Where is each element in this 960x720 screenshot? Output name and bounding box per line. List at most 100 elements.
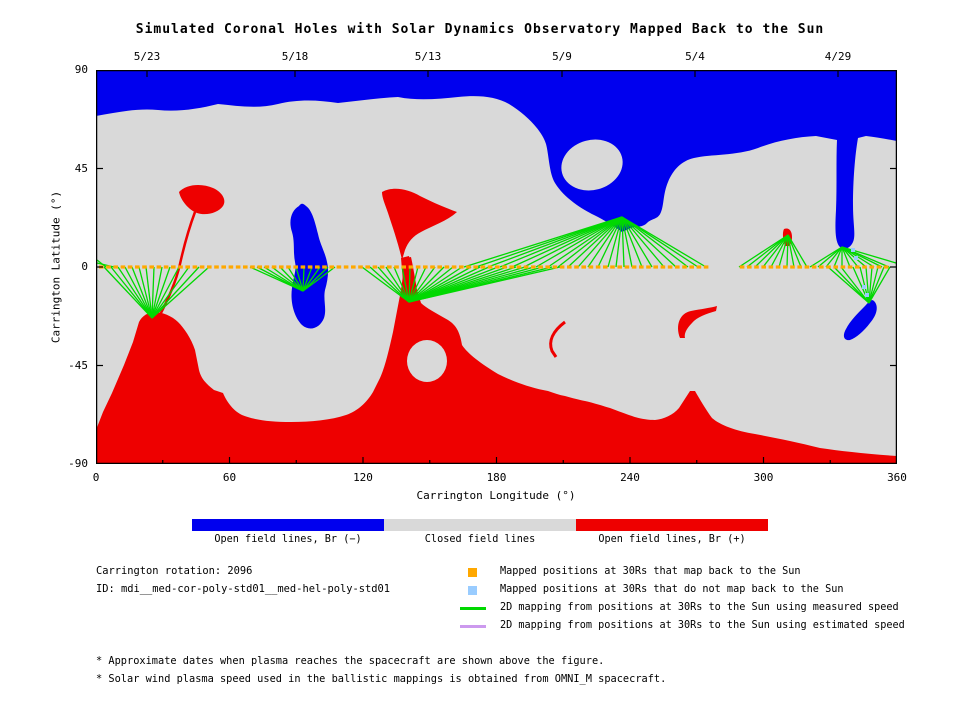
mapping-line [825, 246, 843, 268]
mapped-position-marker [588, 265, 594, 269]
mapped-position-marker [487, 265, 493, 269]
mapping-line [377, 266, 410, 303]
mapped-position-marker [343, 265, 349, 269]
mapping-line [787, 234, 808, 268]
mapping-line [868, 266, 885, 304]
mapped-position-marker [696, 265, 702, 269]
mapping-line [302, 266, 305, 292]
mapping-line [511, 216, 623, 268]
mapping-line [607, 216, 623, 268]
mapping-line [809, 246, 843, 268]
mapped-position-marker [883, 265, 889, 269]
mapped-position-marker [149, 265, 154, 269]
mapped-position-marker [127, 265, 133, 269]
mapped-position-marker [207, 265, 212, 269]
mapped-position-marker [372, 265, 378, 269]
y-tick-label: 0 [81, 260, 88, 273]
mapping-line [302, 266, 313, 292]
mapping-line [408, 266, 419, 303]
mapping-line [621, 216, 677, 268]
mapped-position-marker [156, 265, 162, 269]
red-triangle-region [382, 188, 457, 260]
red-tail-left [158, 211, 197, 316]
mapped-position-marker [257, 265, 262, 269]
unmapped-position-marker [862, 285, 866, 289]
mapping-line [778, 234, 789, 268]
mapped-position-marker [797, 265, 802, 269]
mapping-line [96, 262, 115, 268]
mapped-position-marker [495, 265, 500, 269]
mapping-line [841, 246, 890, 268]
mapping-line [841, 246, 851, 268]
mapped-position-marker [192, 265, 198, 269]
top-date-label: 5/9 [552, 50, 572, 63]
mapped-position-marker [365, 265, 370, 269]
mapping-line [408, 266, 472, 303]
mapping-line [487, 216, 623, 268]
mapping-line [621, 216, 699, 268]
mapped-position-marker [235, 265, 241, 269]
red-crescent [549, 320, 566, 358]
y-tick-label: -45 [68, 358, 88, 372]
mapped-position-marker [423, 265, 428, 269]
model-id-text: ID: mdi__med-cor-poly-std01__med-hel-pol… [96, 583, 391, 595]
mapped-position-marker [567, 265, 572, 269]
mapped-position-marker [430, 265, 435, 269]
mapping-line [840, 266, 870, 304]
mapped-position-marker [480, 265, 486, 269]
mapped-position-marker [185, 265, 190, 269]
blue-bean-right [843, 300, 877, 341]
mapping-line [597, 216, 623, 268]
unmapped-position-marker [851, 248, 855, 252]
x-tick-label: 180 [486, 471, 507, 484]
mapped-position-marker [682, 265, 687, 269]
mapped-position-marker [617, 265, 622, 269]
mapping-line [621, 216, 707, 268]
mapped-position-marker [768, 265, 774, 269]
top-date-label: 5/13 [414, 50, 442, 63]
mapped-position-marker [279, 265, 284, 269]
legend-square-swatch [468, 586, 477, 595]
top-date-label: 5/23 [133, 50, 161, 63]
mapped-position-marker [689, 265, 694, 269]
x-tick-label: 0 [92, 471, 100, 484]
red-comma-region [678, 306, 717, 338]
legend-label: 2D mapping from positions at 30Rs to the… [500, 602, 899, 613]
mapping-line [385, 266, 410, 303]
x-tick-label: 300 [753, 471, 774, 484]
x-axis-title: Carrington Longitude (°) [416, 489, 576, 502]
mapped-position-marker [307, 265, 313, 269]
mapping-line [145, 266, 153, 319]
mapping-line [827, 266, 870, 304]
mapping-line [302, 266, 321, 292]
closed-field-hole-in-red [407, 340, 447, 382]
top-date-label: 5/18 [281, 50, 309, 63]
open-field-positive-region [96, 257, 897, 464]
mapped-position-marker [451, 265, 457, 269]
x-tick-label: 360 [887, 471, 907, 484]
mapping-line [408, 266, 561, 303]
mapping-line [523, 216, 623, 268]
mapped-position-marker [250, 265, 255, 269]
mapped-position-marker [322, 265, 327, 269]
axis-ticks [96, 70, 897, 464]
mapped-position-marker [559, 265, 565, 269]
mapping-line [408, 266, 436, 303]
y-tick-label: -90 [68, 457, 88, 470]
mapping-line [833, 266, 870, 304]
mapped-position-marker [538, 265, 543, 269]
mapped-position-marker [163, 265, 169, 269]
mapped-position-marker [667, 265, 673, 269]
mapped-position-marker [293, 265, 298, 269]
mapped-position-marker [610, 265, 615, 269]
mapping-line [567, 216, 623, 268]
mapped-position-marker [286, 265, 291, 269]
mapped-position-marker [754, 265, 759, 269]
mapping-line [868, 266, 891, 304]
mapping-line [587, 216, 623, 268]
mapped-position-marker [840, 265, 846, 269]
mapped-position-marker [826, 265, 831, 269]
mapped-position-marker [516, 265, 522, 269]
colorbar-label: Open field lines, Br (+) [598, 534, 746, 545]
mapped-position-marker [552, 265, 558, 269]
